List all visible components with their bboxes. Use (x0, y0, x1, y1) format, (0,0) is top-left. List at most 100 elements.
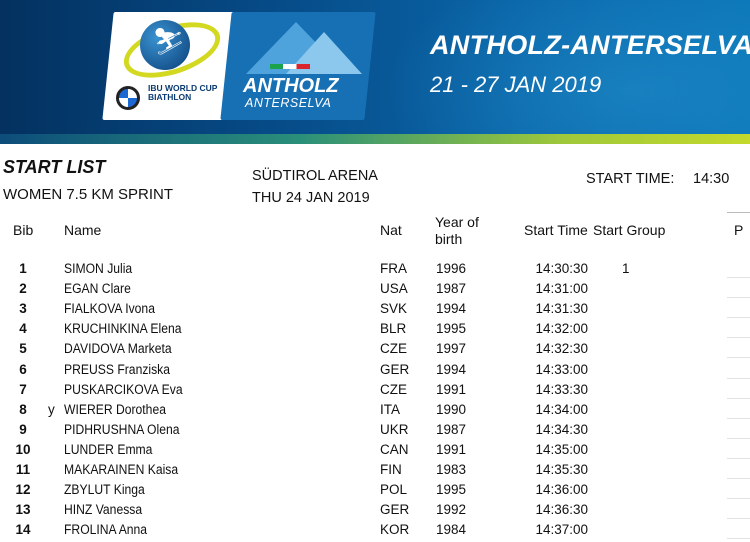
skier-icon: ⛷ (152, 26, 186, 56)
table-row: 13 HINZ Vanessa GER 1992 14:36:30 (0, 500, 750, 520)
column-header-nat: Nat (380, 222, 402, 238)
year-of-birth-cell: 1991 (436, 441, 467, 457)
page-title: START LIST (3, 157, 106, 177)
bib-cell: 1 (19, 261, 27, 276)
bib-cell: 6 (19, 361, 27, 377)
table-row: 14 FROLINA Anna KOR 1984 14:37:00 (0, 520, 750, 540)
p-cell (727, 259, 750, 278)
name-cell: LUNDER Emma (64, 441, 153, 457)
table-row: 6 PREUSS Franziska GER 1994 14:33:00 (0, 360, 750, 380)
nation-cell: UKR (380, 421, 409, 437)
start-time-cell: 14:31:30 (535, 301, 588, 317)
column-header-p: P (734, 222, 744, 238)
p-cell (727, 299, 750, 319)
start-time-cell: 14:31:00 (535, 281, 588, 297)
p-cell (727, 520, 750, 540)
table-row: 7 PUSKARCIKOVA Eva CZE 1991 14:33:30 (0, 380, 750, 400)
start-time-cell: 14:37:00 (535, 522, 588, 538)
start-time-cell: 14:32:00 (535, 321, 588, 337)
p-cell (727, 440, 750, 459)
name-cell: PUSKARCIKOVA Eva (64, 381, 183, 397)
venue-name: SÜDTIROL ARENA (252, 168, 378, 184)
p-cell (727, 380, 750, 399)
start-time-cell: 14:35:00 (535, 441, 588, 457)
table-row: 1 SIMON Julia FRA 1996 14:30:30 1 (0, 259, 750, 279)
bib-cell: 12 (15, 482, 31, 498)
table-row: 5 DAVIDOVA Marketa CZE 1997 14:32:30 (0, 339, 750, 359)
nation-cell: USA (380, 281, 408, 297)
name-cell: FROLINA Anna (64, 522, 148, 538)
venue-logo-sub: ANTERSELVA (245, 96, 332, 110)
marker-cell: y (48, 401, 55, 417)
bib-cell: 7 (19, 381, 27, 397)
event-banner: ⛷ IBU WORLD CUP BIATHLON ANTHOLZ ANTERSE… (0, 0, 750, 134)
start-time-cell: 14:33:30 (535, 381, 588, 397)
italian-flag-swoosh-icon (270, 64, 310, 69)
bib-cell: 2 (19, 281, 27, 297)
name-cell: WIERER Dorothea (64, 401, 166, 417)
table-row: 9 PIDHRUSHNA Olena UKR 1987 14:34:30 (0, 420, 750, 440)
table-row: 10 LUNDER Emma CAN 1991 14:35:00 (0, 440, 750, 460)
nation-cell: FRA (380, 261, 407, 276)
p-cell (727, 480, 750, 500)
table-row: 3 FIALKOVA Ivona SVK 1994 14:31:30 (0, 299, 750, 319)
bib-cell: 8 (19, 401, 27, 417)
venue-logo-name: ANTHOLZ (243, 75, 339, 97)
ibu-series-logo-text: IBU WORLD CUP BIATHLON (148, 83, 218, 102)
year-of-birth-cell: 1987 (436, 421, 467, 437)
start-time-cell: 14:34:00 (535, 401, 588, 417)
year-of-birth-cell: 1987 (436, 281, 467, 297)
table-row: 4 KRUCHINKINA Elena BLR 1995 14:32:00 (0, 319, 750, 339)
start-time-cell: 14:32:30 (535, 341, 588, 357)
color-stripe (0, 134, 750, 144)
header-divider (727, 212, 750, 213)
bib-cell: 4 (19, 321, 27, 337)
table-row: 8 y WIERER Dorothea ITA 1990 14:34:00 (0, 400, 750, 420)
year-of-birth-cell: 1997 (436, 341, 467, 357)
name-cell: MAKARAINEN Kaisa (64, 462, 179, 477)
nation-cell: ITA (380, 401, 400, 417)
nation-cell: FIN (380, 462, 402, 477)
p-cell (727, 339, 750, 359)
p-cell (727, 420, 750, 439)
name-cell: SIMON Julia (64, 261, 133, 276)
nation-cell: BLR (380, 321, 407, 337)
p-cell (727, 279, 750, 299)
bib-cell: 9 (19, 421, 27, 437)
column-header-name: Name (64, 222, 102, 238)
year-of-birth-cell: 1992 (436, 502, 467, 518)
table-row: 12 ZBYLUT Kinga POL 1995 14:36:00 (0, 480, 750, 500)
nation-cell: GER (380, 361, 410, 377)
globe-icon (140, 20, 190, 70)
year-of-birth-cell: 1984 (436, 522, 467, 538)
start-time-cell: 14:30:30 (535, 261, 588, 276)
start-group-cell: 1 (622, 261, 630, 276)
start-time-value: 14:30 (693, 171, 730, 187)
bib-cell: 13 (15, 502, 31, 518)
race-name: WOMEN 7.5 KM SPRINT (3, 186, 174, 203)
year-of-birth-cell: 1995 (436, 321, 467, 337)
nation-cell: CZE (380, 381, 407, 397)
year-of-birth-cell: 1983 (436, 462, 467, 477)
year-of-birth-cell: 1996 (436, 261, 467, 276)
bib-cell: 10 (15, 441, 31, 457)
start-time-cell: 14:36:00 (535, 482, 588, 498)
column-header-start-time: Start Time (524, 222, 588, 238)
column-header-yob-line2: birth (435, 231, 463, 247)
bib-cell: 11 (15, 462, 31, 477)
name-cell: DAVIDOVA Marketa (64, 341, 172, 357)
name-cell: HINZ Vanessa (64, 502, 143, 518)
p-cell (727, 500, 750, 520)
banner-glow (380, 0, 750, 134)
bib-cell: 14 (15, 522, 31, 538)
nation-cell: KOR (380, 522, 410, 538)
year-of-birth-cell: 1991 (436, 381, 467, 397)
nation-cell: CZE (380, 341, 407, 357)
year-of-birth-cell: 1995 (436, 482, 467, 498)
race-date: THU 24 JAN 2019 (252, 190, 370, 206)
start-time-cell: 14:33:00 (535, 361, 588, 377)
year-of-birth-cell: 1990 (436, 401, 467, 417)
p-cell (727, 400, 750, 419)
bmw-logo-icon (116, 86, 140, 110)
nation-cell: CAN (380, 441, 409, 457)
